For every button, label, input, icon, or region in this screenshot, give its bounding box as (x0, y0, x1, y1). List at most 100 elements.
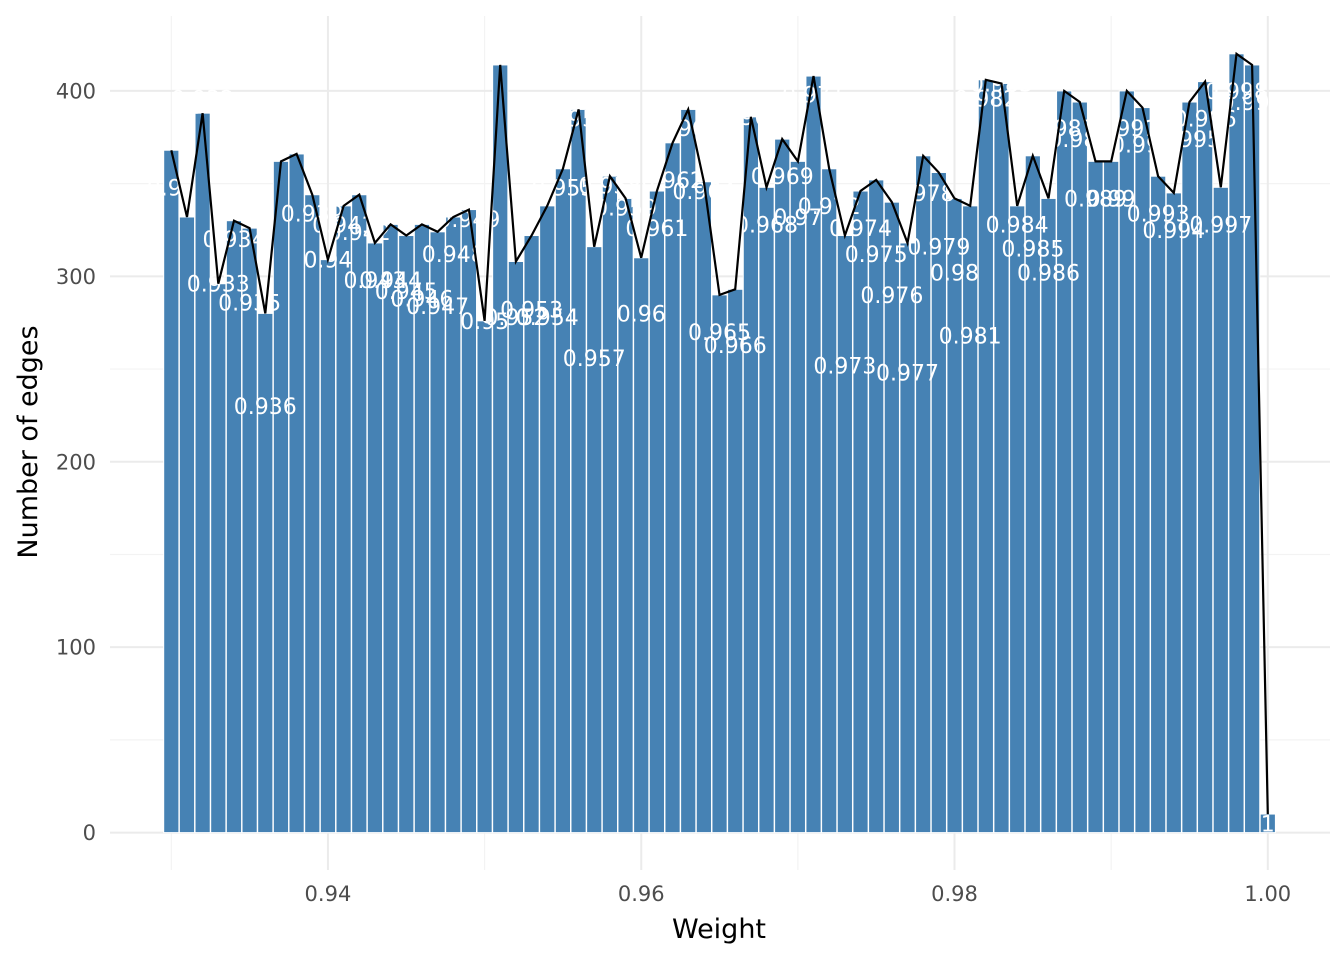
bar-data-label: 0.962 (641, 169, 704, 194)
bar (335, 205, 352, 834)
x-tick-label: 0.96 (618, 882, 665, 906)
bar (821, 168, 838, 834)
y-tick-label: 300 (56, 265, 96, 289)
trend-line (170, 51, 1269, 815)
bar (257, 312, 274, 834)
bar (993, 82, 1010, 834)
bar (774, 138, 791, 834)
bar (868, 179, 885, 834)
bar-data-label: 0.963 (657, 117, 720, 142)
bar-data-label: 0.937 (249, 113, 312, 138)
bar (617, 197, 634, 834)
bar-data-label: 0.972 (798, 195, 861, 220)
bar (382, 223, 399, 834)
x-axis-title: Weight (672, 914, 766, 945)
bar-data-label: 0.946 (390, 288, 453, 313)
bar-data-label: 0.981 (939, 325, 1002, 350)
bar-data-label: 0.979 (907, 236, 970, 261)
bar (163, 149, 180, 834)
bar (288, 153, 305, 834)
bar-data-label: 0.93 (147, 176, 196, 201)
bar-data-label: 0.931 (155, 95, 218, 120)
bar-data-label: 0.977 (876, 362, 939, 387)
bar-data-label: 0.971 (782, 84, 845, 109)
axes: 0.94 0.96 0.98 1.00 0 100 200 300 400 (56, 79, 1291, 906)
bar (899, 242, 916, 834)
bar (836, 235, 853, 834)
x-tick-label: 1.00 (1244, 882, 1291, 906)
bar (570, 108, 587, 834)
bar-data-label: 0.966 (704, 334, 767, 359)
bar-data-label: 0.957 (563, 347, 626, 372)
bar (1009, 205, 1026, 834)
bar-data-label: 0.989 (1064, 187, 1127, 212)
bar (210, 283, 227, 834)
bar (1150, 175, 1167, 834)
bar (366, 242, 384, 834)
bar (194, 112, 211, 834)
bar (946, 197, 963, 834)
bar (272, 160, 290, 834)
x-tick-label: 0.94 (305, 882, 352, 906)
bar-data-label: 0.945 (375, 280, 438, 305)
bar (1228, 53, 1245, 834)
bar-data-label: 0.938 (265, 106, 328, 131)
y-axis-title: Number of edges (13, 325, 44, 558)
bar (1212, 186, 1229, 834)
bar-data-label: 0.968 (735, 213, 798, 238)
bar (664, 142, 681, 834)
bar-data-label: 0.96 (617, 302, 666, 327)
bar-data-label: 0.975 (845, 243, 908, 268)
bar (1087, 160, 1104, 834)
bar (727, 288, 744, 834)
bar (492, 64, 509, 834)
bar (476, 320, 493, 834)
bar (711, 294, 728, 834)
bar-data-label: 0.935 (218, 291, 281, 316)
bar-data-label: 0.976 (860, 284, 923, 309)
bar (1040, 197, 1057, 834)
bar (507, 260, 525, 834)
bar-data-label: 0.982 (954, 87, 1017, 112)
bar-data-label: 0.998 (1205, 80, 1268, 105)
bar (586, 246, 603, 834)
bar-data-label: 0.953 (500, 299, 563, 324)
y-tick-label: 200 (56, 450, 96, 474)
bar-data-label: 0.985 (1001, 238, 1064, 263)
bar-data-label: 0.944 (359, 269, 422, 294)
bar (648, 190, 665, 834)
bar-data-label: 0.986 (1017, 262, 1080, 287)
bar (633, 257, 650, 834)
data-labels: 0.930.9310.9320.9330.9340.9350.9360.9370… (147, 72, 1284, 837)
bar-data-label: 0.98 (930, 262, 979, 287)
bar-data-label: 0.993 (1127, 202, 1190, 227)
bar-data-label: 0.936 (234, 395, 297, 420)
bar-data-label: 0.943 (343, 269, 406, 294)
bar-data-label: 0.995 (1158, 128, 1221, 153)
bar-data-label: 0.99 (1087, 187, 1136, 212)
y-tick-label: 100 (56, 636, 96, 660)
bar-data-label: 0.994 (1142, 219, 1205, 244)
bar-data-label: 0.965 (688, 321, 751, 346)
bar-data-label: 0.97 (773, 206, 822, 231)
bar (962, 205, 979, 834)
bar (758, 186, 775, 834)
bar-data-label: 0.974 (829, 217, 892, 242)
bar (554, 168, 572, 834)
bar (977, 79, 994, 834)
bar-data-label: 0.973 (813, 354, 876, 379)
bar (304, 194, 321, 834)
bar-data-label: 0.992 (1111, 134, 1174, 159)
bar-data-label: 0.952 (484, 306, 547, 331)
bar (398, 235, 415, 834)
bar (429, 231, 446, 834)
bar-data-label: 0.939 (281, 202, 344, 227)
bar (1165, 192, 1182, 834)
bar (1197, 81, 1214, 834)
bar-data-label: 0.997 (1189, 213, 1252, 238)
bar-data-label: 0.978 (892, 182, 955, 207)
x-tick-label: 0.98 (931, 882, 978, 906)
bar (1244, 64, 1261, 834)
y-tick-label: 0 (83, 821, 96, 845)
bar (319, 259, 337, 834)
